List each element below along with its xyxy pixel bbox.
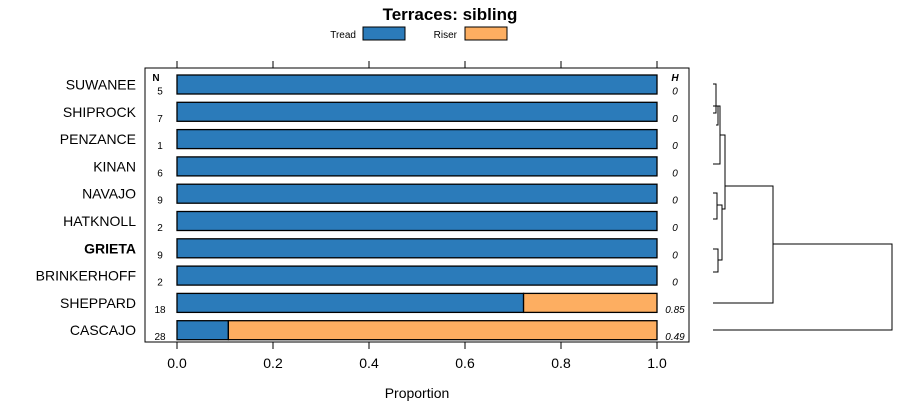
bar-tread [176,238,658,259]
dendrogram-branch [720,134,726,210]
dendrogram-branch [717,204,723,261]
row-label: SUWANEE [66,77,136,93]
bar-tread [176,128,658,150]
row-h-value: 0 [672,141,678,152]
legend-label-riser: Riser [434,30,458,41]
legend-swatch-riser [464,26,508,41]
x-tick-label: 0.4 [359,355,379,371]
x-tick-label: 0.6 [455,355,475,371]
row-h-value: 0 [672,223,678,234]
n-column-header: N [152,73,159,84]
x-axis: 0.0 0.2 0.4 0.6 0.8 1.0 [167,61,667,371]
bar-row: GRIETA 9 0 [84,238,678,261]
row-h-value: 0 [672,196,678,207]
row-n-value: 1 [157,141,163,152]
bar-row: SHIPROCK 7 0 [63,101,678,125]
bar-row: HATKNOLL 2 0 [63,210,678,234]
row-label: SHIPROCK [63,104,137,120]
row-n-value: 18 [154,305,166,316]
dendrogram-branch [713,105,721,165]
row-n-value: 2 [157,223,163,234]
row-n-value: 5 [157,87,163,98]
row-label: KINAN [93,158,136,174]
bar-tread [176,320,230,341]
x-tick-label: 0.2 [263,355,283,371]
bar-row: PENZANCE 1 0 [60,128,678,152]
legend-label-tread: Tread [330,30,356,41]
bar-row: CASCAJO 28 0.49 [70,320,685,343]
row-h-value: 0.49 [665,332,685,343]
row-n-value: 6 [157,168,163,179]
x-tick-label: 0.0 [167,355,187,371]
row-n-value: 7 [157,114,163,125]
bar-tread [176,183,658,204]
row-h-value: 0 [672,250,678,261]
legend-swatch-tread [362,26,406,41]
row-h-value: 0 [672,278,678,289]
bar-tread [176,74,658,95]
bar-row: SUWANEE 5 0 [66,74,678,98]
row-label: PENZANCE [60,131,136,147]
row-n-value: 9 [157,250,163,261]
bar-tread [176,292,525,314]
bar-row: BRINKERHOFF 2 0 [36,265,678,289]
bar-riser [522,292,658,314]
bar-tread [176,156,658,177]
row-label: HATKNOLL [63,213,136,229]
bar-tread [176,101,658,122]
dendrogram [713,83,893,331]
bar-row: KINAN 6 0 [93,156,678,179]
row-h-value: 0 [672,87,678,98]
row-label: CASCAJO [70,322,136,338]
row-label: NAVAJO [82,186,136,202]
row-label: BRINKERHOFF [36,268,136,284]
plot-panel [144,67,690,343]
bar-row: NAVAJO 9 0 [82,183,678,207]
bar-tread [176,265,658,286]
bar-row: SHEPPARD 18 0.85 [60,292,685,316]
row-h-value: 0 [672,114,678,125]
h-column-header: H [671,73,679,84]
legend: Tread Riser [330,26,508,41]
dendrogram-branch [713,248,719,273]
dendrogram-branch [713,83,717,114]
chart-title: Terraces: sibling [383,5,518,24]
row-n-value: 28 [154,332,166,343]
row-h-value: 0.85 [665,305,685,316]
row-n-value: 9 [157,196,163,207]
dendrogram-branch [713,105,719,126]
x-tick-label: 1.0 [647,355,667,371]
dendrogram-branch [713,192,718,220]
row-label: SHEPPARD [60,295,136,311]
bar-tread [176,210,658,232]
bar-riser [227,320,658,341]
dendrogram-branch [713,243,893,331]
x-axis-title: Proportion [385,385,450,401]
row-h-value: 0 [672,168,678,179]
row-label: GRIETA [84,240,136,256]
row-n-value: 2 [157,278,163,289]
x-tick-label: 0.8 [551,355,571,371]
